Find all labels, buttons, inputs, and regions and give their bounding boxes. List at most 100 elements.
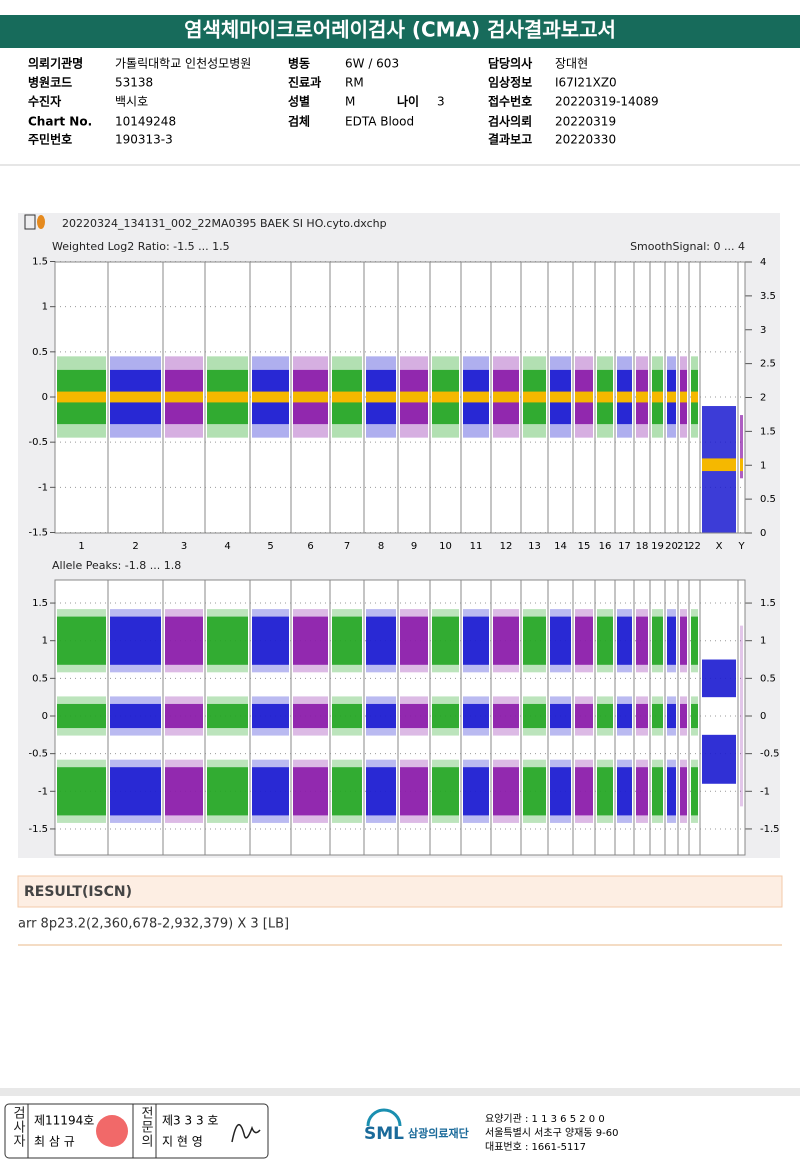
signal-band [680,767,687,816]
chromosome-label: 12 [500,541,513,552]
chromosome-label: 7 [344,541,350,552]
signal-band [652,767,663,816]
signal-band [400,703,428,729]
signal-band [332,391,362,403]
y-tick-label: 1 [760,636,766,647]
info-value: 3 [437,95,445,109]
y-tick-label: 4 [760,257,766,268]
signal-band [652,703,663,729]
signal-band [165,703,203,729]
signal-band [740,415,743,479]
info-label: 진료과 [288,75,321,90]
signal-band [617,767,632,816]
signal-band [463,767,489,816]
chromosome-label: 9 [411,541,417,552]
y-tick-label: 0 [760,528,766,539]
info-label: 나이 [397,94,419,109]
signal-band [293,391,328,403]
signal-band [110,616,161,665]
info-value: 10149248 [115,115,176,129]
info-label: 성별 [288,94,310,109]
signal-band [575,767,593,816]
signal-band [57,616,106,665]
info-label: 접수번호 [488,94,532,109]
signal-band [332,703,362,729]
signal-band [702,659,736,698]
signal-band [523,703,546,729]
y-tick-label: 1.5 [760,598,776,609]
y-tick-label: 1 [42,302,48,313]
chromosome-label: 2 [132,541,138,552]
y-tick-label: 2.5 [760,359,776,370]
org: 삼광의료재단 [408,1126,469,1140]
info-value: EDTA Blood [345,115,414,129]
signal-band [110,767,161,816]
y-tick-label: 2 [760,393,766,404]
signal-band [110,703,161,729]
signal-band [432,703,459,729]
y-tick-label: 0 [42,392,48,403]
y-tick-label: 1.5 [32,257,48,268]
info-value: 6W / 603 [345,57,399,71]
signal-band [366,391,396,403]
signal-band [597,616,613,665]
signal-band [332,616,362,665]
chromosome-label: 13 [528,541,541,552]
y-tick-label: -0.5 [28,749,48,760]
signal-band [207,391,248,403]
signal-band [400,391,428,403]
signal-band [523,391,546,403]
chromosome-label: X [716,541,723,552]
signal-band [740,458,743,472]
info-label: 의뢰기관명 [28,56,83,71]
chromosome-label: 3 [181,541,187,552]
signal-band [523,616,546,665]
signal-band [636,767,648,816]
signal-band [400,616,428,665]
y-tick-label: -1.5 [28,824,48,835]
signal-band [207,616,248,665]
info-value: RM [345,76,364,90]
info-label: 결과보고 [488,132,532,147]
signal-band [432,767,459,816]
signal-band [523,767,546,816]
chromosome-label: 6 [307,541,313,552]
signal-band [597,703,613,729]
chromosome-label: 8 [378,541,384,552]
signal-band [400,767,428,816]
y-tick-label: -1 [38,786,48,797]
result-title: RESULT(ISCN) [24,884,132,900]
signature [231,1124,261,1143]
signal-band [493,391,519,403]
signal-band [680,616,687,665]
header-bar [0,15,800,48]
signal-band [293,767,328,816]
signal-band [617,391,632,403]
signal-band [366,703,396,729]
seal [96,1115,128,1147]
info-value: M [345,95,355,109]
info-value: 20220319 [555,115,616,129]
y-tick-label: 0 [760,711,766,722]
y-tick-label: 1 [42,636,48,647]
signal-band [575,391,593,403]
y-tick-label: -1 [760,786,770,797]
info-label: Chart No. [28,115,92,129]
chromosome-label: 14 [554,541,567,552]
signal-band [667,767,676,816]
signal-band [432,616,459,665]
chromosome-label: 19 [651,541,664,552]
logo-arc [366,1108,402,1127]
signal-band [252,703,289,729]
y-tick-label: -1 [38,482,48,493]
icon [37,215,45,229]
chromosome-label: 15 [578,541,591,552]
chromosome-label: Y [737,541,745,552]
signal-band [636,616,648,665]
y-tick-label: 3.5 [760,291,776,302]
signal-band [57,703,106,729]
chromosome-label: 22 [688,541,701,552]
signal-band [680,391,687,403]
signal-band [691,703,698,729]
y-tick-label: 3 [760,325,766,336]
